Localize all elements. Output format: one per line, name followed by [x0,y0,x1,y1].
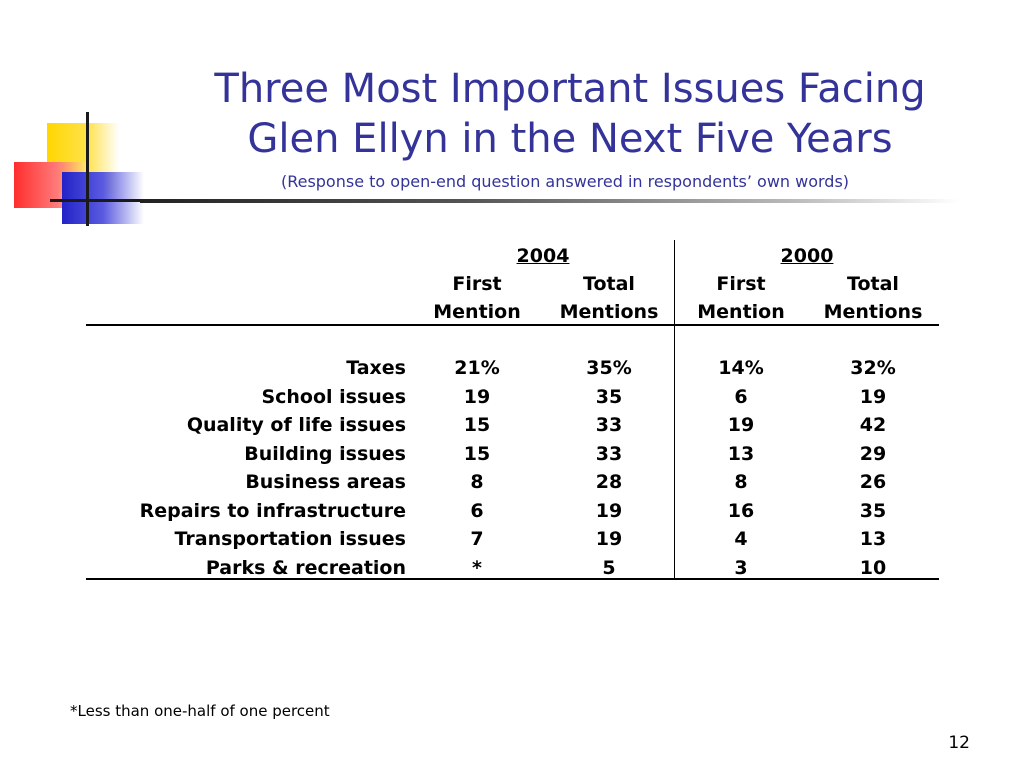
slide-subtitle: (Response to open-end question answered … [280,172,850,191]
title-rule [140,199,960,203]
row-label: Parks & recreation [205,557,406,579]
table-cell: 14% [718,357,764,379]
footnote: *Less than one-half of one percent [70,702,330,720]
table-cell: 33 [595,414,623,436]
table-cell: 35 [859,500,887,522]
slide-title-line1: Three Most Important Issues Facing [214,66,926,112]
table-cell: * [472,557,482,579]
subheader-total-2004: Total [583,273,635,295]
subheader-mentions-2000: Mentions [823,301,923,323]
row-label: Business areas [245,471,406,493]
table-cell: 28 [595,471,623,493]
year-header-2004: 2004 [516,245,570,267]
table-cell: 19 [859,386,887,408]
table-cell: 33 [595,443,623,465]
logo-horizontal-line [50,199,170,202]
table-cell: 26 [859,471,887,493]
table-cell: 21% [454,357,500,379]
issues-table: 2004 2000 First Total First Total Mentio… [86,240,939,580]
table-cell: 19 [727,414,755,436]
table-cell: 35 [595,386,623,408]
table-cell: 10 [859,557,887,579]
logo-vertical-line [86,112,89,226]
table-cell: 15 [463,443,491,465]
table-cell: 42 [859,414,887,436]
table-cell: 3 [734,557,748,579]
table-cell: 4 [734,528,748,550]
slide-title-line2: Glen Ellyn in the Next Five Years [247,116,893,162]
table-cell: 32% [850,357,896,379]
table-cell: 7 [470,528,484,550]
page-number: 12 [948,733,970,753]
row-label: School issues [261,386,406,408]
row-label: Quality of life issues [186,414,406,436]
table-cell: 6 [470,500,484,522]
header-rule [86,324,939,326]
subheader-mention-2000: Mention [697,301,785,323]
table-cell: 6 [734,386,748,408]
table-cell: 35% [586,357,632,379]
table-cell: 8 [470,471,484,493]
slide-title: Three Most Important Issues Facing Glen … [200,64,940,164]
subheader-first-2004: First [452,273,502,295]
row-label: Building issues [244,443,406,465]
table-cell: 19 [463,386,491,408]
row-label: Taxes [346,357,406,379]
subheader-mention-2004: Mention [433,301,521,323]
table-cell: 19 [595,528,623,550]
year-header-2000: 2000 [780,245,834,267]
table-cell: 16 [727,500,755,522]
row-label: Transportation issues [174,528,406,550]
table-cell: 5 [602,557,616,579]
column-divider [674,240,675,580]
table-cell: 29 [859,443,887,465]
table-cell: 8 [734,471,748,493]
table-cell: 13 [727,443,755,465]
table-cell: 15 [463,414,491,436]
subheader-total-2000: Total [847,273,899,295]
subheader-mentions-2004: Mentions [559,301,659,323]
table-cell: 13 [859,528,887,550]
row-label: Repairs to infrastructure [139,500,406,522]
logo-blue-square [62,172,144,224]
table-bottom-rule [86,578,939,580]
slide-logo [0,0,170,240]
subheader-first-2000: First [716,273,766,295]
table-cell: 19 [595,500,623,522]
